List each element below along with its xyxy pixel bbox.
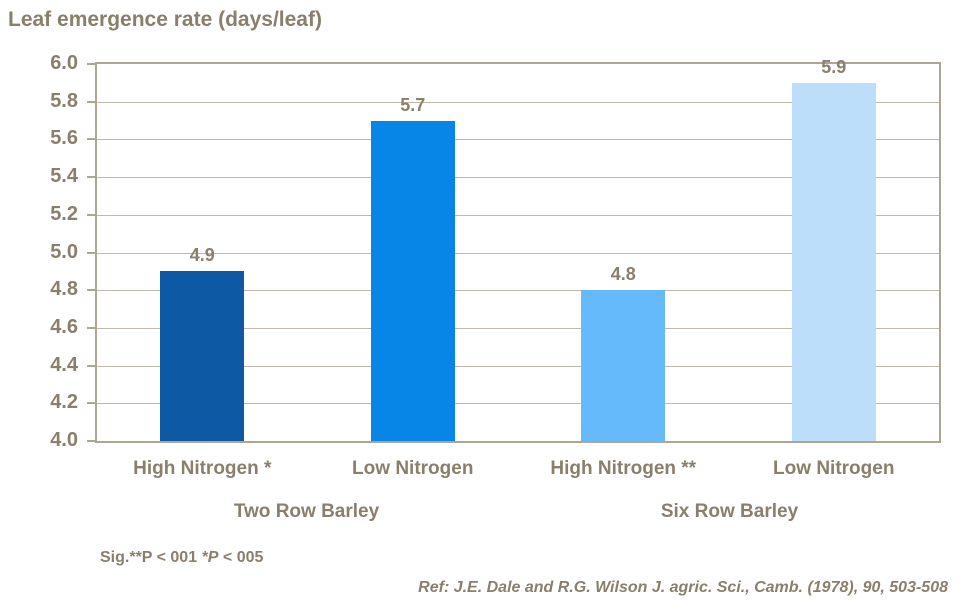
y-axis-tick [87,63,95,65]
x-category-label: High Nitrogen * [133,458,272,479]
bar-value-label: 5.7 [400,94,426,115]
reference-note: Ref: J.E. Dale and R.G. Wilson J. agric.… [418,579,948,596]
bar-value-label: 5.9 [821,56,847,77]
y-axis-tick [87,402,95,405]
significance-note-suffix: < 005 [218,549,264,566]
y-tick-label: 4.2 [50,391,78,414]
gridline [97,327,939,329]
y-tick-label: 4.6 [50,315,78,338]
gridline [97,214,939,216]
x-axis-group-labels: Two Row Barley Six Row Barley [95,501,941,527]
x-group-label: Two Row Barley [233,501,380,522]
y-tick-label: 6.0 [50,52,78,74]
gridline [97,365,939,367]
significance-note-prefix: Sig.**P < 001 [100,549,202,566]
bar [581,290,666,441]
significance-note-italic: *P [201,549,219,566]
y-axis-tick [87,440,95,442]
gridline [97,252,939,254]
y-axis-tick [87,251,95,254]
significance-note: Sig.**P < 001 *P < 005 [100,549,263,567]
y-axis-tick [87,213,95,216]
plot-area: 4.9 5.7 4.8 5.9 [95,57,941,443]
x-category-label: Low Nitrogen [352,458,474,479]
y-tick-label: 4.8 [50,278,78,301]
y-tick-label: 5.4 [50,165,78,188]
y-tick-label: 4.4 [50,353,78,376]
x-category-label: Low Nitrogen [773,458,895,479]
y-axis-tick [87,364,95,367]
y-tick-label: 5.8 [50,89,78,112]
y-axis-tick [87,289,95,292]
y-tick-label: 4.0 [50,429,78,451]
bar-value-label: 4.9 [189,245,215,266]
y-axis-tick [87,176,95,179]
bar [160,271,245,441]
bar [791,82,876,441]
bar [370,120,455,441]
gridline [97,177,939,179]
x-category-label: High Nitrogen ** [550,458,697,479]
y-axis-tick [87,138,95,141]
y-tick-label: 5.2 [50,202,78,225]
y-axis-tick [87,326,95,329]
bar-value-label: 4.8 [610,264,636,285]
y-tick-label: 5.0 [50,240,78,263]
chart-title: Leaf emergence rate (days/leaf) [8,8,322,31]
gridline [97,101,939,103]
gridline [97,403,939,405]
y-tick-label: 5.6 [50,127,78,150]
y-axis-tick [87,100,95,103]
x-axis-category-labels: High Nitrogen * Low Nitrogen High Nitrogen… [95,458,941,484]
gridline [97,139,939,141]
gridline [97,290,939,292]
x-group-label: Six Row Barley [660,501,799,522]
